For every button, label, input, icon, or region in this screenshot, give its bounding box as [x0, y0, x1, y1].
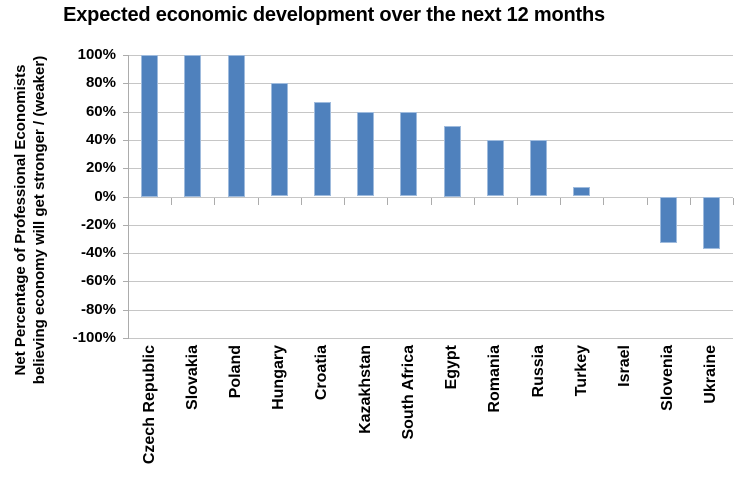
y-tick-label: -60%	[80, 272, 116, 290]
x-category-label: Poland	[227, 345, 245, 399]
gridline	[128, 309, 733, 311]
gridline	[128, 168, 733, 170]
y-axis-line	[128, 55, 129, 339]
y-tick-label: -100%	[72, 329, 116, 346]
bar-croatia	[313, 101, 331, 197]
bar-slovenia	[659, 196, 677, 244]
x-category-label: Croatia	[313, 345, 331, 401]
y-tick-mark	[123, 111, 128, 113]
gridline	[128, 83, 733, 85]
y-tick-mark	[123, 139, 128, 141]
y-tick-mark	[123, 83, 128, 85]
bar-russia	[530, 139, 548, 197]
x-tick-mark	[603, 197, 605, 205]
x-category-label: Slovakia	[183, 345, 201, 410]
bar-czech-republic	[141, 55, 159, 197]
bar-romania	[486, 139, 504, 197]
bar-slovakia	[184, 55, 202, 197]
x-category-label: Russia	[529, 345, 547, 398]
gridline	[128, 139, 733, 141]
y-tick-label: -80%	[80, 300, 116, 318]
y-tick-label: 100%	[77, 46, 116, 63]
x-tick-mark	[257, 197, 259, 205]
y-tick-label: 60%	[85, 102, 116, 120]
gridline	[128, 111, 733, 113]
x-tick-mark	[171, 197, 173, 205]
y-tick-label: 40%	[85, 130, 116, 148]
gridline	[128, 253, 733, 255]
x-category-label: Turkey	[572, 345, 590, 397]
gridline	[128, 224, 733, 226]
x-tick-mark	[560, 197, 562, 205]
bar-egypt	[443, 125, 461, 197]
x-tick-mark	[430, 197, 432, 205]
y-tick-mark	[123, 224, 128, 226]
y-tick-mark	[123, 338, 128, 339]
bar-ukraine	[702, 196, 720, 249]
x-category-label: Hungary	[270, 345, 288, 410]
x-tick-mark	[516, 197, 518, 205]
x-tick-mark	[300, 197, 302, 205]
x-category-label: Egypt	[443, 345, 461, 390]
y-tick-mark	[123, 55, 128, 56]
y-tick-label: 0%	[94, 187, 116, 205]
y-axis-title-line1: Net Percentage of Professional Economist…	[12, 64, 29, 376]
bar-kazakhstan	[357, 111, 375, 197]
x-category-label: Kazakhstan	[356, 345, 374, 434]
y-tick-label: -20%	[80, 215, 116, 233]
x-category-label: South Africa	[399, 345, 417, 440]
x-tick-mark	[646, 197, 648, 205]
x-category-label: Ukraine	[702, 345, 720, 404]
y-tick-mark	[123, 253, 128, 255]
y-tick-label: 80%	[85, 74, 116, 92]
x-tick-mark	[473, 197, 475, 205]
y-tick-mark	[123, 281, 128, 283]
chart-title: Expected economic development over the n…	[63, 4, 605, 26]
x-category-label: Slovenia	[659, 345, 677, 411]
bar-turkey	[573, 186, 591, 197]
y-tick-label: 20%	[85, 159, 116, 177]
y-tick-label: -40%	[80, 244, 116, 262]
x-tick-mark	[689, 197, 691, 205]
bar-hungary	[270, 83, 288, 197]
y-tick-mark	[123, 196, 128, 198]
y-tick-mark	[123, 168, 128, 170]
x-category-label: Czech Republic	[140, 345, 158, 465]
x-tick-mark	[128, 197, 129, 205]
x-tick-mark	[387, 197, 389, 205]
x-tick-mark	[344, 197, 346, 205]
gridline	[128, 338, 733, 339]
x-tick-mark	[214, 197, 216, 205]
x-category-label: Israel	[615, 345, 633, 387]
gridline	[128, 281, 733, 283]
bar-poland	[227, 55, 245, 197]
x-category-label: Romania	[486, 345, 504, 413]
x-tick-mark	[733, 197, 734, 205]
gridline	[128, 55, 733, 56]
gridline	[128, 196, 733, 198]
bar-south-africa	[400, 111, 418, 197]
y-tick-mark	[123, 309, 128, 311]
